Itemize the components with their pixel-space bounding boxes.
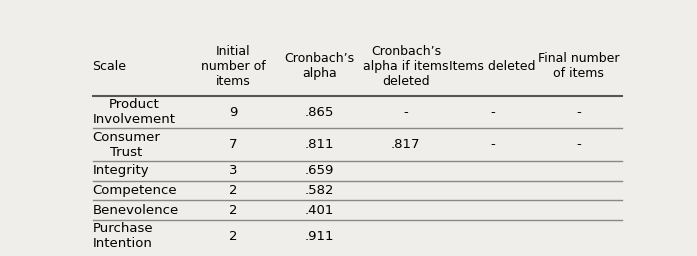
Text: Cronbach’s
alpha: Cronbach’s alpha (284, 52, 355, 80)
Text: Product
Involvement: Product Involvement (93, 98, 176, 126)
Text: Competence: Competence (93, 184, 177, 197)
Text: .582: .582 (305, 184, 334, 197)
Text: Integrity: Integrity (93, 164, 149, 177)
Text: -: - (490, 105, 495, 119)
Text: 9: 9 (229, 105, 237, 119)
Text: Purchase
Intention: Purchase Intention (93, 222, 153, 250)
Text: Scale: Scale (93, 60, 127, 73)
Text: 2: 2 (229, 230, 237, 243)
Text: Initial
number of
items: Initial number of items (201, 45, 266, 88)
Text: .865: .865 (305, 105, 334, 119)
Text: 7: 7 (229, 138, 237, 151)
Text: .817: .817 (391, 138, 420, 151)
Text: 2: 2 (229, 204, 237, 217)
Text: Items deleted: Items deleted (449, 60, 535, 73)
Text: Consumer
Trust: Consumer Trust (93, 131, 160, 158)
Text: 3: 3 (229, 164, 237, 177)
Text: -: - (576, 138, 581, 151)
Text: .811: .811 (305, 138, 334, 151)
Text: -: - (490, 138, 495, 151)
Text: Final number
of items: Final number of items (538, 52, 620, 80)
Text: -: - (404, 105, 408, 119)
Text: -: - (576, 105, 581, 119)
Text: .659: .659 (305, 164, 334, 177)
Text: Benevolence: Benevolence (93, 204, 178, 217)
Text: .401: .401 (305, 204, 334, 217)
Text: Cronbach’s
alpha if items
deleted: Cronbach’s alpha if items deleted (363, 45, 449, 88)
Text: .911: .911 (305, 230, 334, 243)
Text: 2: 2 (229, 184, 237, 197)
